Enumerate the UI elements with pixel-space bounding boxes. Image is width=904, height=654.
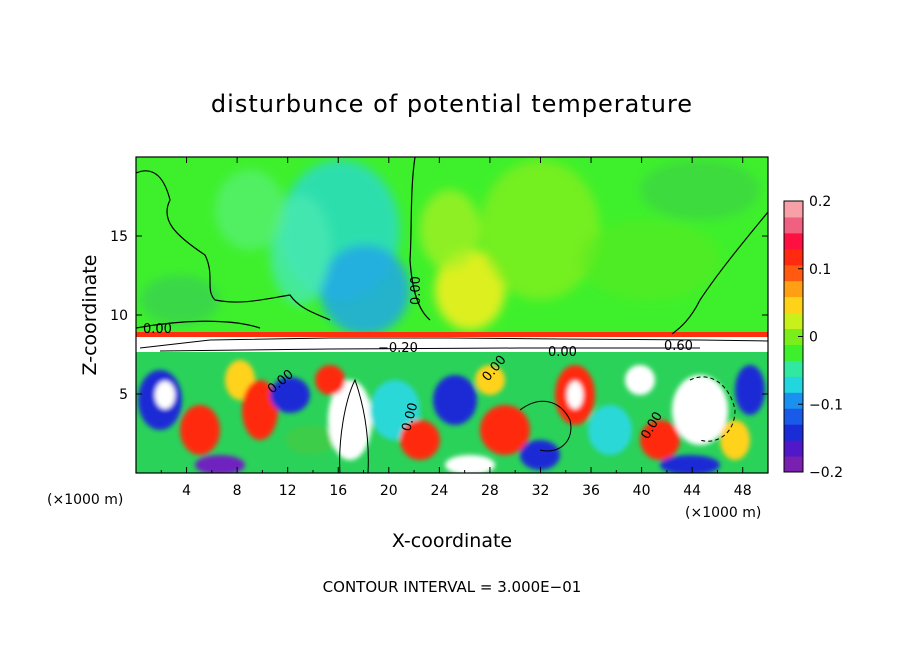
x-axis-title: X-coordinate [392,530,512,552]
contour-label: −0.20 [378,341,418,356]
colorbar-swatch [784,392,803,409]
x-axis: 4 8 12 16 20 24 28 32 36 40 44 48 [160,157,752,499]
colorbar-swatch [784,344,803,361]
x-tick-label: 32 [532,483,550,499]
colorbar-tick-label: −0.2 [809,465,843,481]
inversion-layer [136,332,768,337]
contour-label: 0.00 [409,276,424,305]
x-tick-label: 12 [279,483,297,499]
x-tick-label: 36 [582,483,600,499]
colorbar-swatch [784,424,803,441]
colorbar-swatch [784,201,803,218]
colorbar-swatch [784,216,803,234]
contour-interval-note: CONTOUR INTERVAL = 3.000E−01 [323,578,582,596]
colorbar-swatch [784,280,803,298]
contour-label: 0.00 [143,322,172,337]
colorbar-swatch [784,312,803,330]
heatmap-field [136,157,768,473]
x-tick-label: 40 [633,483,651,499]
x-tick-label: 8 [233,483,242,499]
contour-label: 0.60 [664,339,693,354]
x-tick-label: 44 [683,483,701,499]
colorbar-swatch [784,456,803,473]
colorbar-tick-label: 0 [809,330,818,346]
colorbar-swatch [784,328,803,345]
colorbar-swatch [784,408,803,425]
colorbar-swatch [784,296,803,314]
y-axis-title: Z-coordinate [79,255,101,376]
x-tick-label: 24 [430,483,448,499]
x-tick-label: 20 [380,483,398,499]
y-tick-label: 5 [119,387,128,403]
x-tick-label: 28 [481,483,499,499]
x-tick-label: 16 [329,483,347,499]
colorbar-swatch [784,376,803,393]
y-unit-label: (×1000 m) [47,492,123,508]
x-tick-label: 48 [734,483,752,499]
contour-label: 0.00 [548,345,577,360]
y-axis: 5 10 15 [110,229,768,403]
colorbar-tick-label: 0.2 [809,194,831,210]
chart-title: disturbunce of potential temperature [211,90,693,118]
colorbar: 0.2 0.1 0 −0.1 −0.2 [783,194,843,481]
y-tick-label: 10 [110,308,128,324]
colorbar-tick-label: 0.1 [809,262,831,278]
contour-label: 0.00 [399,401,421,433]
x-tick-label: 4 [182,483,191,499]
colorbar-swatch [784,232,803,250]
colorbar-swatch [784,264,803,282]
x-unit-label: (×1000 m) [685,505,761,521]
colorbar-swatch [784,440,803,457]
colorbar-swatch [784,248,803,266]
colorbar-swatch [784,360,803,377]
colorbar-tick-label: −0.1 [809,397,843,413]
y-tick-label: 15 [110,229,128,245]
